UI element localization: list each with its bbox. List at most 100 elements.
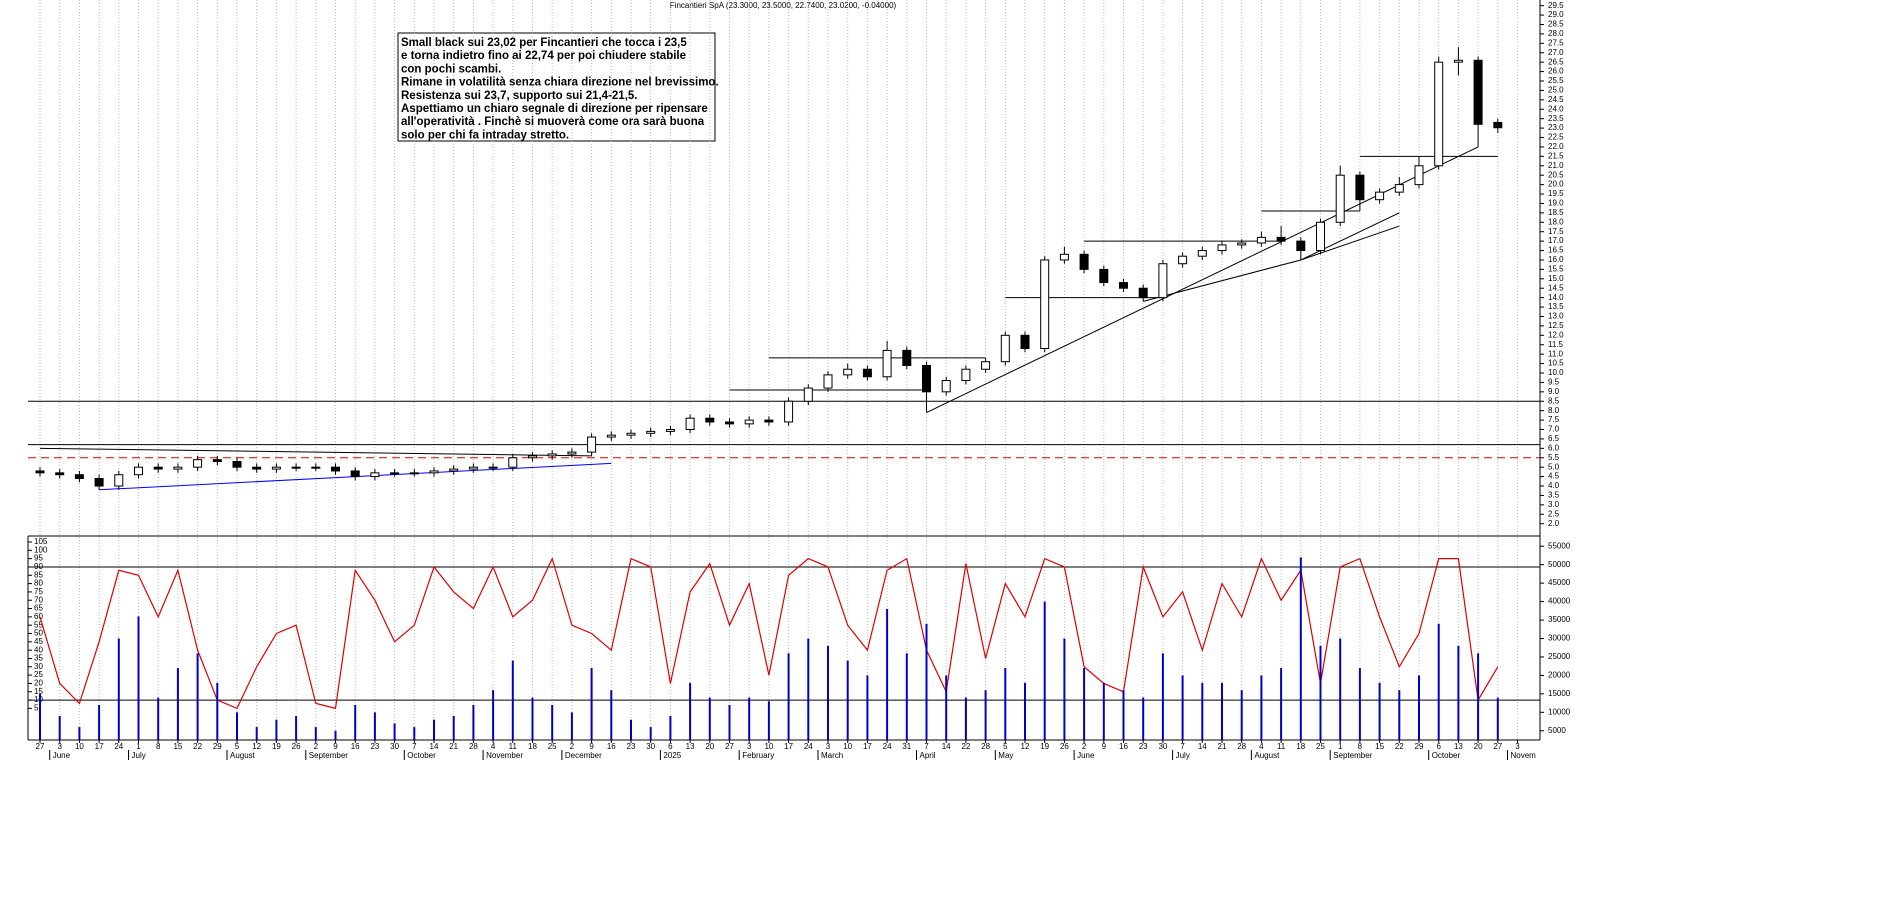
y-tick-label: 30: [34, 662, 43, 671]
candle-body: [193, 459, 203, 468]
volume-bar: [1437, 623, 1440, 740]
volume-bar: [1477, 653, 1480, 740]
volume-bar: [1319, 645, 1322, 740]
y-tick-label: 18.0: [1548, 217, 1564, 226]
y-tick-label: 2.5: [1548, 509, 1560, 518]
y-tick-label: 2.0: [1548, 519, 1560, 528]
candle-body: [1059, 253, 1069, 261]
volume-bar: [157, 697, 160, 740]
candle-body: [1197, 250, 1207, 257]
y-tick-label: 13.5: [1548, 302, 1564, 311]
volume-bar: [492, 690, 495, 740]
y-tick-label: 12.0: [1548, 330, 1564, 339]
candle-body: [1099, 268, 1109, 284]
x-tick-label: 16: [1119, 742, 1128, 751]
y-tick-label: 105: [34, 537, 48, 546]
volume-bar: [1339, 638, 1342, 740]
y-tick-label: 5.5: [1548, 453, 1560, 462]
x-tick-label: 17: [863, 742, 872, 751]
y-tick-label: 29.5: [1548, 1, 1564, 10]
y-tick-label: 40: [34, 645, 43, 654]
chart-title: Fincantieri SpA (23.3000, 23.5000, 22.74…: [670, 1, 897, 10]
x-tick-label: 31: [902, 742, 911, 751]
x-tick-label: 2: [314, 742, 319, 751]
candle-body: [1040, 259, 1050, 350]
annotation-text: Resistenza sui 23,7, supporto sui 21,4-2…: [401, 90, 637, 102]
volume-bar: [1161, 653, 1164, 740]
x-tick-label: 30: [390, 742, 399, 751]
candle-body: [606, 434, 616, 438]
y-tick-label: 15.5: [1548, 264, 1564, 273]
volume-bar: [1142, 697, 1145, 740]
candle-body: [1158, 263, 1168, 299]
volume-bar: [610, 690, 613, 740]
y-tick-label: 85: [34, 570, 43, 579]
y2-tick-label: 5000: [1548, 726, 1566, 735]
x-tick-label: 28: [1237, 742, 1246, 751]
x-tick-label: 23: [370, 742, 379, 751]
volume-bar: [945, 675, 948, 740]
x-tick-label: 2: [570, 742, 575, 751]
x-tick-label: 15: [1375, 742, 1384, 751]
candle-body: [1296, 240, 1306, 252]
volume-bar: [354, 704, 357, 740]
x-tick-label: 16: [607, 742, 616, 751]
y-tick-label: 20.5: [1548, 170, 1564, 179]
candle-body: [409, 472, 419, 475]
y-tick-label: 17.0: [1548, 236, 1564, 245]
y-tick-label: 10.5: [1548, 359, 1564, 368]
candle-body: [547, 453, 557, 457]
x-tick-label: 10: [75, 742, 84, 751]
candle-body: [1079, 253, 1089, 270]
volume-bar: [964, 697, 967, 740]
y-tick-label: 70: [34, 595, 43, 604]
x-tick-label: 18: [1296, 742, 1305, 751]
candle-body: [370, 472, 380, 478]
y-tick-label: 19.0: [1548, 199, 1564, 208]
month-label: February: [742, 751, 774, 760]
volume-bar: [551, 704, 554, 740]
y-tick-label: 5.0: [1548, 462, 1560, 471]
candle-body: [1138, 287, 1148, 299]
volume-bar: [255, 727, 258, 740]
month-label: Novem: [1511, 751, 1537, 760]
x-tick-label: 4: [1259, 742, 1264, 751]
annotation-text: e torna indietro fino ai 22,74 per poi c…: [401, 50, 686, 62]
candle-body: [350, 470, 360, 478]
volume-bar: [570, 712, 573, 740]
candle-body: [114, 474, 124, 487]
candle-body: [1276, 236, 1286, 242]
candle-body: [153, 466, 163, 470]
y-tick-label: 21.5: [1548, 151, 1564, 160]
x-tick-label: 23: [1139, 742, 1148, 751]
x-tick-label: 6: [668, 742, 673, 751]
x-tick-label: 22: [1395, 742, 1404, 751]
candle-body: [331, 466, 340, 472]
volume-bar: [807, 638, 810, 740]
candle-body: [1414, 165, 1424, 186]
volume-bar: [334, 730, 337, 740]
oscillator-line: [39, 556, 1499, 710]
candle-body: [902, 349, 912, 366]
x-tick-label: 7: [924, 742, 929, 751]
y2-tick-label: 10000: [1548, 707, 1571, 716]
x-tick-label: 16: [351, 742, 360, 751]
x-tick-label: 27: [36, 742, 45, 751]
x-tick-label: 8: [156, 742, 161, 751]
y-tick-label: 21.0: [1548, 161, 1564, 170]
x-tick-label: 23: [627, 742, 636, 751]
volume-bar: [58, 716, 61, 740]
x-tick-label: 28: [981, 742, 990, 751]
trendline: [1143, 259, 1301, 302]
candle-body: [74, 474, 84, 479]
candle-body: [1394, 184, 1404, 193]
candle-body: [803, 387, 813, 402]
x-tick-label: 5: [1003, 742, 1008, 751]
x-tick-label: 19: [1040, 742, 1049, 751]
y-tick-label: 6.5: [1548, 434, 1560, 443]
y-tick-label: 4.5: [1548, 472, 1560, 481]
y-tick-label: 28.5: [1548, 20, 1564, 29]
x-tick-label: 29: [1415, 742, 1424, 751]
volume-bar: [1024, 682, 1026, 740]
y-tick-label: 26.0: [1548, 67, 1564, 76]
